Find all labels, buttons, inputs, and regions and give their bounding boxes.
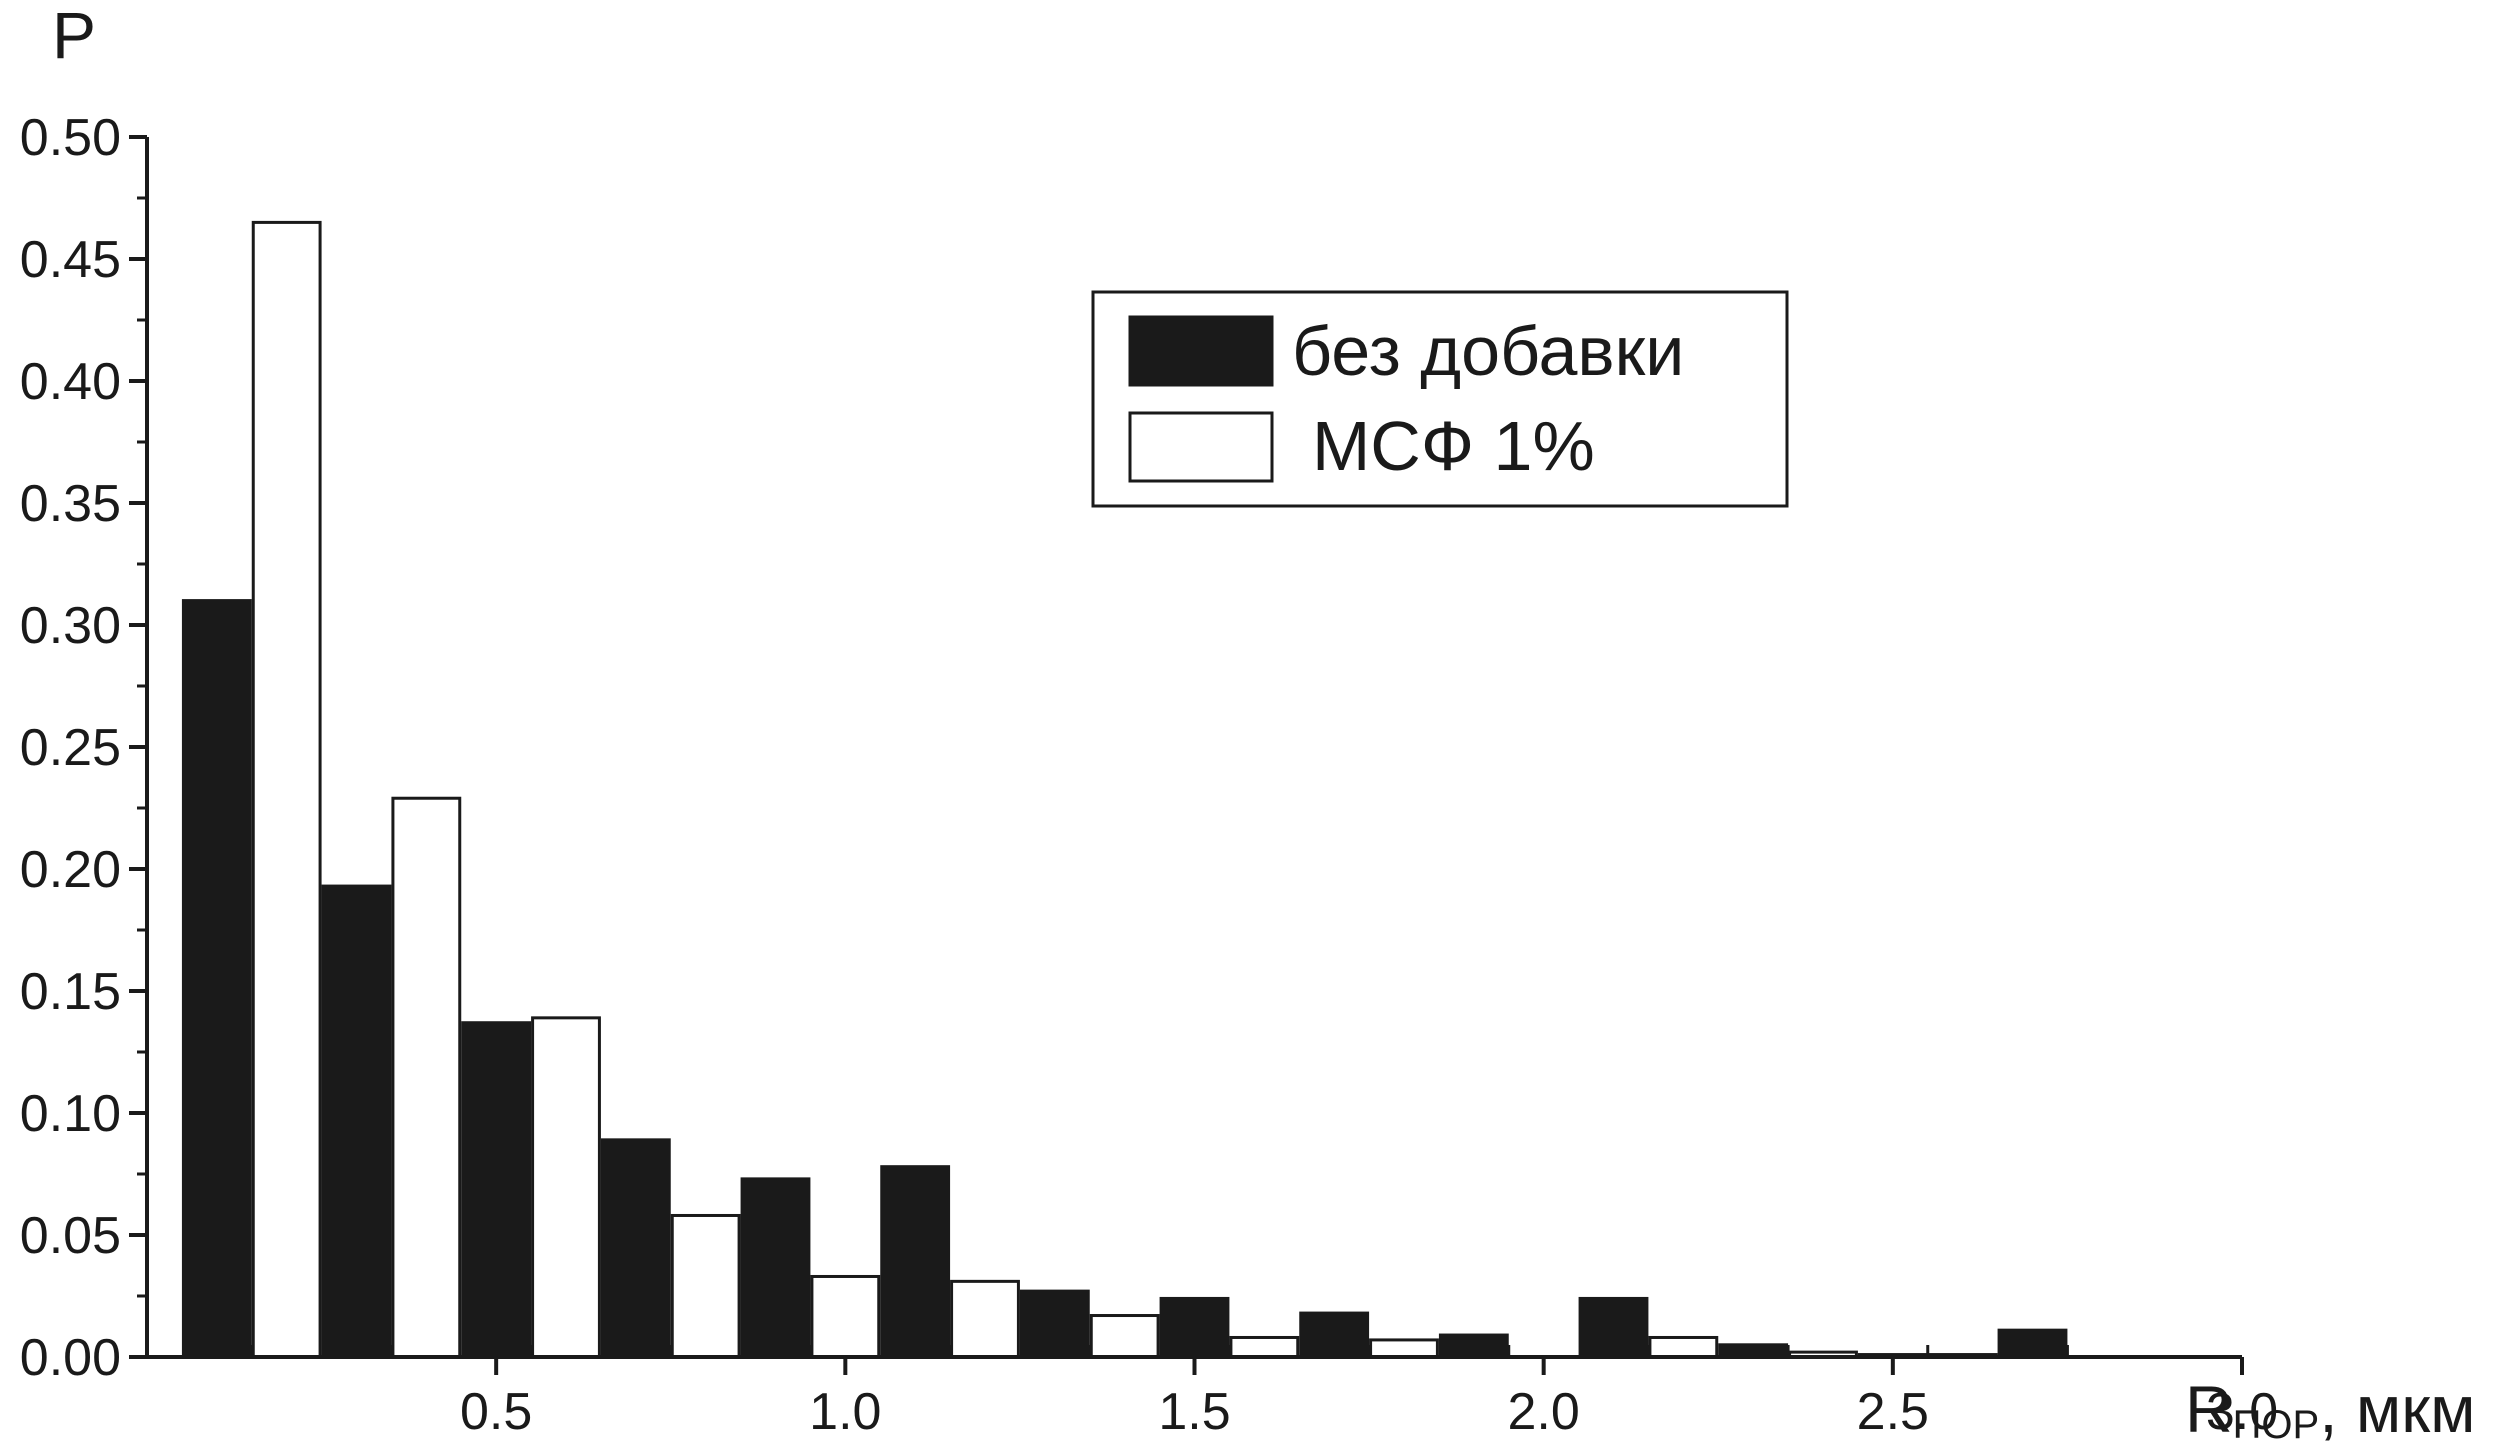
bar-series2-bin11 [1648, 1335, 1719, 1359]
y-tick-label: 0.40 [20, 353, 121, 411]
x-axis-title-subscript: ПОР [2233, 1403, 2320, 1446]
y-tick-label: 0.35 [20, 475, 121, 533]
legend-label-msf-1: МСФ 1% [1312, 407, 1595, 485]
bar-series1-bin1 [181, 599, 252, 1359]
y-tick-label: 0.15 [20, 963, 121, 1021]
x-axis-title-main: R [2185, 1372, 2233, 1446]
bar-series2-bin5 [810, 1274, 881, 1359]
bar-series1-bin11 [1578, 1296, 1649, 1359]
ticks-layer: 0.00 0.05 0.10 0.15 0.20 0.25 0.30 0.35 0.40 0.45… [20, 109, 2278, 1441]
bar-series1-bin8 [1159, 1296, 1230, 1359]
y-tick-label: 0.10 [20, 1085, 121, 1143]
bar-series1-bin5 [740, 1177, 811, 1359]
bar-series2-bin6 [950, 1279, 1020, 1359]
bar-series1-bin7 [1019, 1289, 1090, 1359]
y-tick-label: 0.30 [20, 597, 121, 655]
y-tick-label: 0.05 [20, 1207, 121, 1265]
bar-series2-bin1 [251, 220, 322, 1359]
bar-series1-bin14 [1997, 1328, 2068, 1359]
y-tick-label: 0.45 [20, 231, 121, 289]
x-tick-label: 2.0 [1508, 1383, 1580, 1441]
bar-series2-bin8 [1229, 1335, 1300, 1359]
bar-series2-bin3 [531, 1016, 601, 1359]
y-axis-title: P [52, 0, 96, 72]
y-tick-label: 0.00 [20, 1329, 121, 1387]
bar-series2-bin4 [670, 1213, 741, 1359]
legend: без добавки МСФ 1% [1091, 290, 1789, 508]
legend-swatch-msf-1 [1128, 411, 1274, 483]
legend-label-bez-dobavki: без добавки [1292, 312, 1684, 390]
bar-series2-bin9 [1369, 1338, 1439, 1359]
x-tick-label: 1.5 [1158, 1383, 1230, 1441]
bar-series1-bin2 [321, 884, 392, 1359]
y-tick-label: 0.25 [20, 719, 121, 777]
bar-series2-bin7 [1089, 1314, 1160, 1359]
y-tick-label: 0.20 [20, 841, 121, 899]
x-tick-label: 3.0 [2206, 1383, 2278, 1441]
bars-layer [181, 220, 2068, 1359]
x-axis-title: RПОР, мкм [2185, 1372, 2476, 1446]
bar-series1-bin3 [461, 1021, 532, 1359]
legend-swatch-bez-dobavki [1128, 315, 1274, 387]
bar-series1-bin6 [880, 1165, 951, 1359]
x-tick-label: 0.5 [460, 1383, 532, 1441]
bar-series1-bin4 [600, 1138, 671, 1359]
bar-series1-bin9 [1299, 1311, 1370, 1359]
x-tick-label: 1.0 [809, 1383, 881, 1441]
bar-series1-bin10 [1438, 1333, 1509, 1359]
bar-series2-bin2 [391, 796, 462, 1359]
x-tick-label: 2.5 [1857, 1383, 1929, 1441]
y-tick-label: 0.50 [20, 109, 121, 167]
x-axis-title-unit: , мкм [2319, 1372, 2475, 1446]
